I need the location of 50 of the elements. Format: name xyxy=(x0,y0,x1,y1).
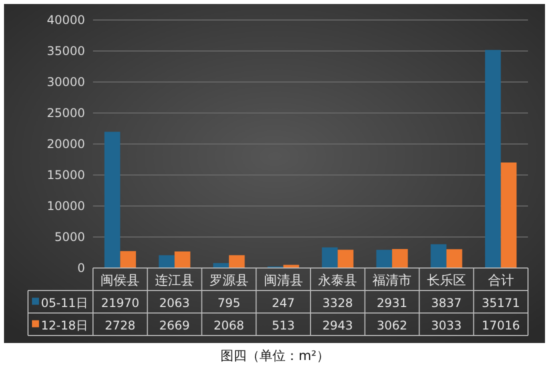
x-tick-label: 合计 xyxy=(488,273,514,288)
data-label: 3033 xyxy=(431,318,462,332)
bar xyxy=(322,247,338,268)
data-label: 513 xyxy=(272,318,295,332)
bar xyxy=(338,250,354,268)
x-tick-label: 福清市 xyxy=(372,273,412,288)
bar xyxy=(500,162,517,268)
legend-label: 05-11日 xyxy=(41,296,88,310)
data-label: 2931 xyxy=(376,296,408,310)
text: 图四（单位：m²） xyxy=(220,349,330,364)
data-label: 2728 xyxy=(104,318,136,332)
y-tick-label: 40000 xyxy=(46,12,85,27)
x-tick-label: 永泰县 xyxy=(318,272,358,288)
bar xyxy=(430,244,446,268)
y-tick-label: 15000 xyxy=(46,168,85,182)
data-label: 21970 xyxy=(101,296,140,310)
y-tick-label: 20000 xyxy=(46,136,85,151)
bar xyxy=(392,249,408,268)
data-label: 3328 xyxy=(322,296,353,310)
y-tick-label: 30000 xyxy=(46,74,85,89)
bar xyxy=(213,263,229,268)
legend-label: 12-18日 xyxy=(41,318,88,332)
x-tick-label: 闽侯县 xyxy=(100,273,140,288)
bar xyxy=(446,249,462,268)
data-label: 17016 xyxy=(482,318,520,332)
data-label: 2943 xyxy=(322,318,353,332)
y-tick-label: 0 xyxy=(77,260,85,275)
x-tick-label: 闽清县 xyxy=(264,273,303,288)
bar xyxy=(158,255,175,268)
x-tick-label: 罗源县 xyxy=(209,273,248,288)
bar xyxy=(376,250,392,268)
bar xyxy=(174,251,190,268)
data-label: 2063 xyxy=(159,296,190,310)
y-tick-label: 10000 xyxy=(46,198,85,213)
data-label: 35171 xyxy=(482,296,520,310)
data-label: 3062 xyxy=(376,318,408,332)
data-label: 795 xyxy=(217,296,240,310)
bar xyxy=(120,251,136,268)
data-label: 2669 xyxy=(159,318,190,332)
data-label: 3837 xyxy=(431,296,462,310)
data-label: 247 xyxy=(272,296,295,310)
y-tick-label: 25000 xyxy=(46,106,85,120)
bar xyxy=(485,50,501,268)
bar xyxy=(104,132,120,268)
x-tick-label: 连江县 xyxy=(155,273,194,288)
y-tick-label: 5000 xyxy=(54,230,85,244)
y-tick-label: 35000 xyxy=(46,44,85,58)
x-tick-label: 长乐区 xyxy=(426,273,466,288)
bar xyxy=(228,255,245,268)
data-label: 2068 xyxy=(214,318,244,332)
